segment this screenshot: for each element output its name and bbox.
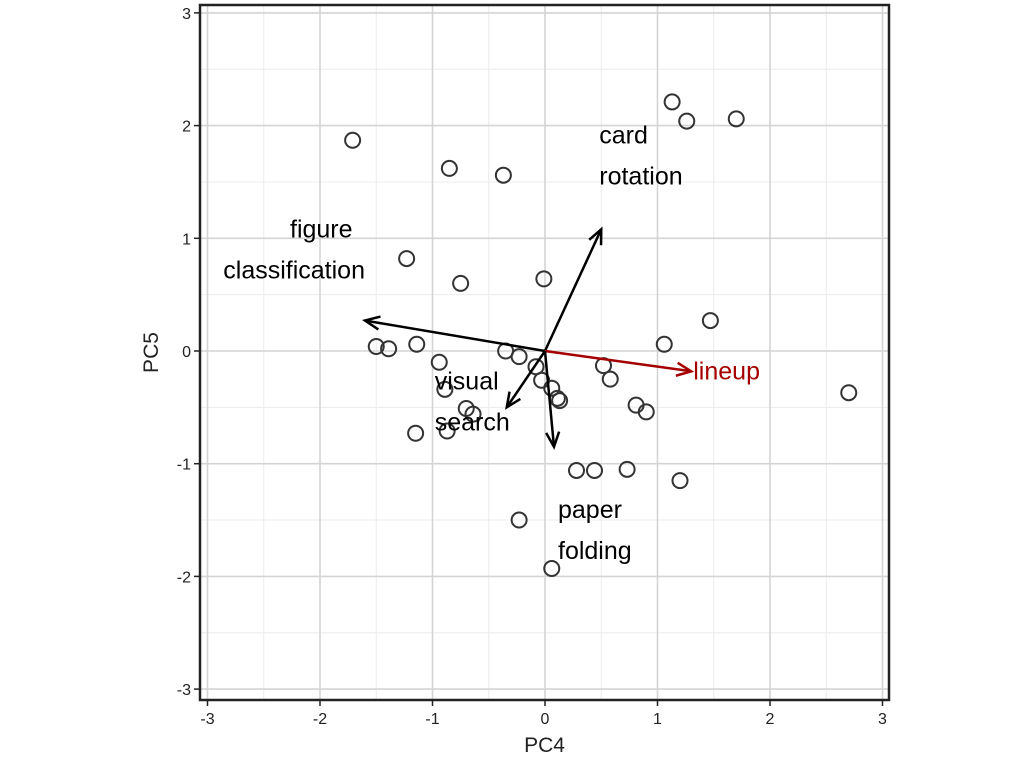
scatter-point bbox=[535, 270, 553, 288]
scatter-point bbox=[655, 335, 673, 353]
loading-vector-arrowhead bbox=[675, 361, 695, 377]
loading-vector-line bbox=[543, 228, 603, 352]
x-tick-label: -2 bbox=[313, 711, 327, 728]
x-tick-label: -3 bbox=[200, 711, 214, 728]
scatter-point bbox=[618, 460, 636, 478]
vector-label: folding bbox=[558, 537, 632, 565]
vector-label: lineup bbox=[693, 357, 760, 385]
vector-label: classification bbox=[223, 257, 365, 285]
loading-vector-line bbox=[544, 349, 692, 373]
x-tick-label: 1 bbox=[653, 711, 662, 728]
scatter-point bbox=[840, 384, 858, 402]
x-tick-label: 0 bbox=[541, 711, 550, 728]
scatter-point bbox=[494, 166, 512, 184]
scatter-point bbox=[663, 93, 681, 111]
scatter-point bbox=[408, 335, 426, 353]
scatter-point bbox=[344, 131, 362, 149]
scatter-point bbox=[510, 511, 528, 529]
scatter-point bbox=[701, 312, 719, 330]
scatter-point bbox=[543, 560, 561, 578]
y-tick-label: 2 bbox=[182, 119, 191, 136]
y-tick-label: 0 bbox=[182, 344, 191, 361]
scatter-point bbox=[452, 274, 470, 292]
scatter-point bbox=[430, 353, 448, 371]
vector-label: search bbox=[435, 408, 510, 436]
y-tick-label: -3 bbox=[177, 682, 191, 699]
scatter-point bbox=[436, 380, 454, 398]
scatter-point bbox=[398, 250, 416, 268]
vector-label: card bbox=[599, 121, 648, 149]
scatter-point bbox=[380, 340, 398, 358]
scatter-point bbox=[510, 348, 528, 366]
scatter-point bbox=[678, 112, 696, 130]
x-axis-title: PC4 bbox=[524, 734, 565, 757]
y-tick-label: -1 bbox=[177, 457, 191, 474]
loading-vector-arrowhead bbox=[361, 315, 381, 331]
scatter-point bbox=[438, 422, 456, 440]
grid bbox=[200, 5, 889, 700]
loading-vector-arrowhead bbox=[588, 226, 603, 246]
vector-label: rotation bbox=[599, 162, 682, 190]
scatter-point bbox=[601, 370, 619, 388]
y-axis-title: PC5 bbox=[140, 332, 163, 373]
loading-vector-line bbox=[505, 350, 547, 409]
vector-label: paper bbox=[558, 496, 622, 524]
scatter-point bbox=[407, 424, 425, 442]
x-tick-label: 2 bbox=[766, 711, 775, 728]
y-tick-label: 3 bbox=[182, 6, 191, 23]
scatter-point bbox=[464, 405, 482, 423]
y-tick-label: -2 bbox=[177, 569, 191, 586]
vector-label: visual bbox=[435, 367, 499, 395]
scatter-point bbox=[551, 392, 569, 410]
scatter-point bbox=[568, 461, 585, 479]
loading-vectors: card rotation figure classification lineup vi… bbox=[223, 121, 760, 565]
scatter-point bbox=[367, 337, 385, 355]
scatter-point bbox=[440, 159, 458, 177]
scatter-point bbox=[586, 461, 603, 479]
scatter-point bbox=[543, 379, 561, 397]
y-tick-label: 1 bbox=[182, 231, 191, 248]
loading-vector-line bbox=[364, 319, 546, 353]
loading-vector-arrowhead bbox=[545, 431, 561, 450]
x-tick-label: 3 bbox=[878, 711, 887, 728]
loading-vector-arrowhead bbox=[505, 391, 522, 410]
scatter-point bbox=[637, 403, 655, 421]
x-tick-label: -1 bbox=[425, 711, 439, 728]
axis-ticks: -3 -2 -1 0 1 2 3 -3 -2 -1 0 1 2 3 bbox=[177, 6, 887, 728]
scatter-point bbox=[671, 472, 689, 490]
loading-vector-line bbox=[543, 350, 556, 447]
vector-label: figure bbox=[290, 216, 353, 244]
scatter-point bbox=[727, 110, 745, 128]
